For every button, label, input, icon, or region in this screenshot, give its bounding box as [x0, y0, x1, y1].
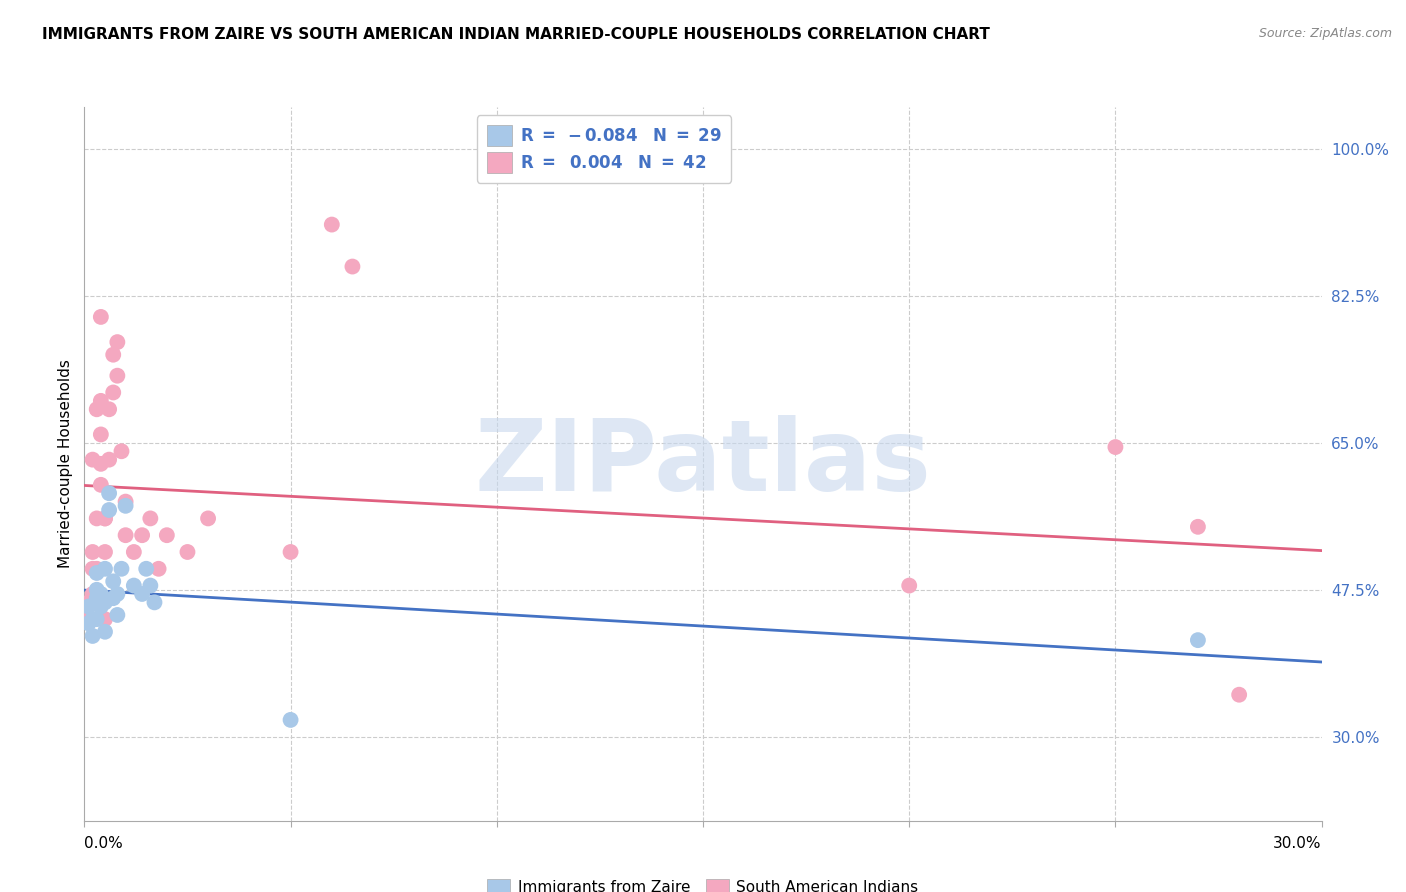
Point — [98, 452, 121, 467]
Point — [103, 348, 125, 362]
Point — [90, 587, 112, 601]
Point — [86, 402, 108, 417]
Point — [280, 713, 302, 727]
Point — [77, 595, 100, 609]
Point — [82, 612, 104, 626]
Text: Source: ZipAtlas.com: Source: ZipAtlas.com — [1258, 27, 1392, 40]
Y-axis label: Married-couple Households: Married-couple Households — [58, 359, 73, 568]
Point — [898, 578, 921, 592]
Point — [1187, 633, 1209, 648]
Point — [1227, 688, 1250, 702]
Point — [90, 599, 112, 614]
Point — [135, 562, 157, 576]
Point — [131, 528, 153, 542]
Point — [90, 478, 112, 492]
Point — [197, 511, 219, 525]
Point — [103, 591, 125, 606]
Point — [90, 457, 112, 471]
Point — [103, 385, 125, 400]
Text: IMMIGRANTS FROM ZAIRE VS SOUTH AMERICAN INDIAN MARRIED-COUPLE HOUSEHOLDS CORRELA: IMMIGRANTS FROM ZAIRE VS SOUTH AMERICAN … — [42, 27, 990, 42]
Point — [86, 511, 108, 525]
Point — [94, 624, 117, 639]
Point — [98, 402, 121, 417]
Point — [114, 499, 136, 513]
Point — [90, 427, 112, 442]
Point — [114, 494, 136, 508]
Point — [156, 528, 179, 542]
Point — [86, 595, 108, 609]
Point — [94, 562, 117, 576]
Point — [90, 595, 112, 609]
Point — [86, 566, 108, 580]
Point — [86, 612, 108, 626]
Point — [82, 452, 104, 467]
Point — [94, 511, 117, 525]
Point — [82, 545, 104, 559]
Text: ZIPatlas: ZIPatlas — [475, 416, 931, 512]
Point — [90, 310, 112, 324]
Point — [86, 591, 108, 606]
Point — [280, 545, 302, 559]
Point — [90, 393, 112, 408]
Point — [110, 562, 132, 576]
Point — [105, 587, 128, 601]
Point — [122, 545, 145, 559]
Point — [82, 587, 104, 601]
Point — [1104, 440, 1126, 454]
Point — [139, 511, 162, 525]
Point — [94, 595, 117, 609]
Point — [143, 595, 166, 609]
Point — [105, 368, 128, 383]
Point — [77, 616, 100, 631]
Legend: Immigrants from Zaire, South American Indians: Immigrants from Zaire, South American In… — [479, 871, 927, 892]
Text: 30.0%: 30.0% — [1274, 836, 1322, 851]
Point — [110, 444, 132, 458]
Point — [321, 218, 343, 232]
Point — [114, 528, 136, 542]
Point — [105, 607, 128, 622]
Point — [131, 587, 153, 601]
Point — [94, 545, 117, 559]
Point — [122, 578, 145, 592]
Point — [86, 562, 108, 576]
Point — [176, 545, 198, 559]
Point — [1187, 520, 1209, 534]
Point — [94, 511, 117, 525]
Text: 0.0%: 0.0% — [84, 836, 124, 851]
Point — [77, 612, 100, 626]
Point — [98, 503, 121, 517]
Point — [82, 562, 104, 576]
Point — [103, 574, 125, 589]
Point — [148, 562, 170, 576]
Point — [86, 582, 108, 597]
Point — [342, 260, 364, 274]
Point — [77, 599, 100, 614]
Point — [105, 335, 128, 350]
Point — [98, 486, 121, 500]
Point — [82, 629, 104, 643]
Point — [139, 578, 162, 592]
Point — [94, 612, 117, 626]
